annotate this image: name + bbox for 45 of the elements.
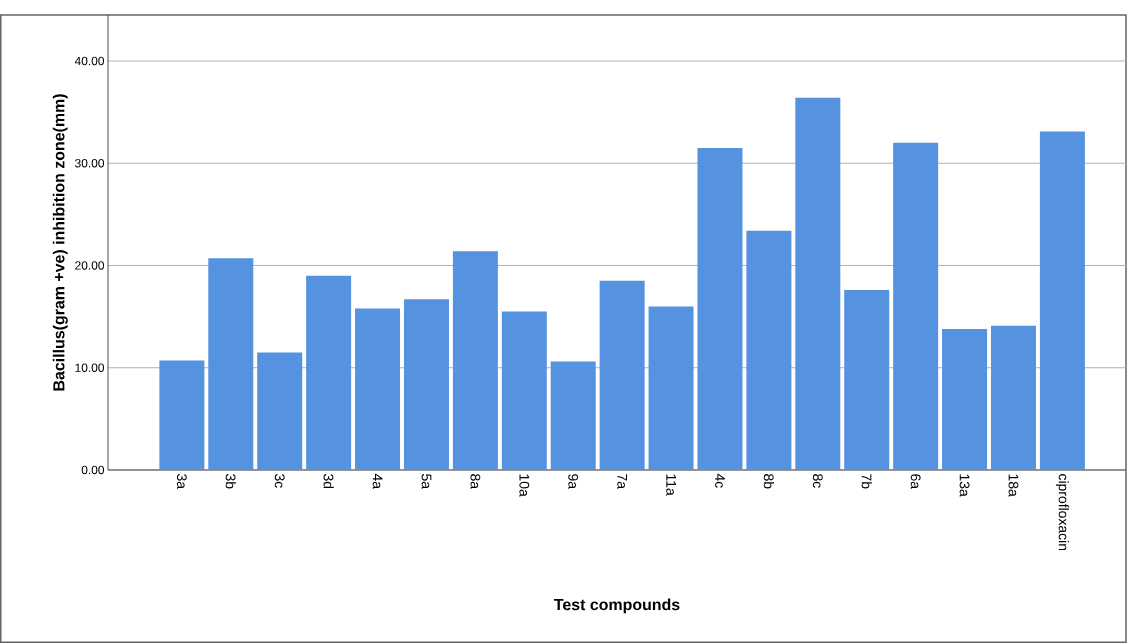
x-tick-label: 11a [666, 474, 676, 496]
y-axis-title: Bacillus(gram +ve) inhibition zone(mm) [52, 94, 68, 391]
y-tick-label: 10.00 [75, 363, 105, 372]
x-tick-label: 4c [715, 473, 725, 488]
x-tick-label: 6a [910, 474, 921, 490]
x-tick-label: 3a [176, 474, 187, 490]
y-tick-label: 30.00 [75, 159, 105, 168]
x-tick-label: 3b [225, 474, 236, 489]
x-tick-label: 13a [959, 474, 970, 497]
x-tick-label: 7a [617, 474, 627, 490]
y-tick-label: 20.00 [75, 261, 105, 270]
bar [208, 258, 254, 470]
bar [501, 311, 547, 470]
x-tick-label: 3c [274, 474, 285, 488]
bar [550, 361, 596, 470]
bar [306, 275, 352, 470]
x-tick-label: 8b [763, 474, 775, 489]
x-tick-label: 8a [470, 474, 481, 490]
bar [1039, 131, 1085, 470]
x-axis-title: Test compounds [554, 598, 680, 614]
x-tick-label: 4a [372, 473, 383, 490]
bar [795, 97, 841, 470]
x-tick-label: ciprofloxacin [1055, 474, 1069, 551]
bar [697, 147, 743, 470]
bar [403, 299, 449, 470]
bar [648, 306, 694, 470]
x-tick-label: 7b [861, 474, 872, 489]
x-tick-label: 9a [568, 474, 579, 490]
bar [746, 230, 792, 470]
bar [159, 360, 205, 470]
bar [942, 328, 988, 470]
bar [452, 251, 498, 470]
bar [599, 280, 645, 470]
bar [355, 308, 401, 470]
bar [893, 142, 939, 470]
y-tick-label: 40.00 [74, 56, 105, 66]
x-tick-label: 10a [519, 474, 530, 497]
x-tick-label: 3d [323, 474, 334, 489]
x-tick-label: 5a [421, 474, 432, 490]
bar [257, 352, 303, 470]
bar [844, 290, 890, 470]
bar [990, 325, 1036, 470]
x-tick-label: 8c [812, 474, 823, 488]
y-tick-label: 0.00 [81, 465, 105, 475]
x-tick-label: 18a [1008, 474, 1019, 497]
